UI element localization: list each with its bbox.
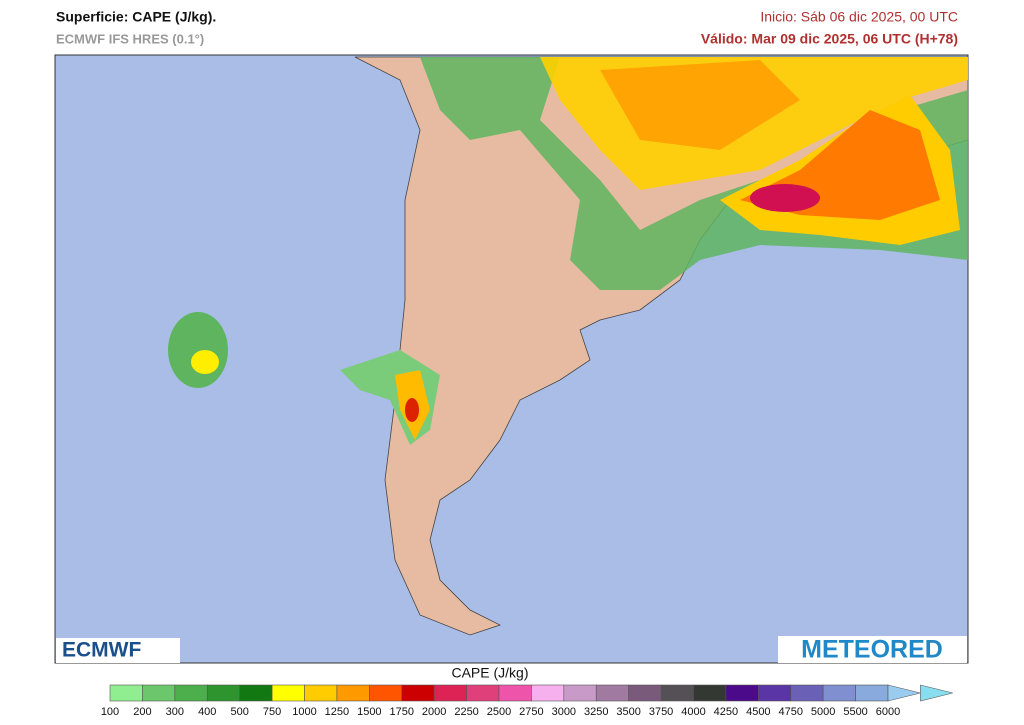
colorbar-label: 3750 (649, 706, 673, 718)
color-swatch (142, 684, 176, 702)
color-swatch (758, 684, 792, 702)
cape-area-orange (600, 60, 800, 150)
colorbar-label: 1250 (325, 706, 349, 718)
colorbar-label: 4250 (714, 706, 738, 718)
colorbar-label: 300 (166, 706, 184, 718)
cape-island-core (191, 350, 219, 374)
color-swatch (822, 684, 856, 702)
colorbar-label: 2000 (422, 706, 446, 718)
color-swatch (336, 684, 370, 702)
colorbar-label: 5500 (843, 706, 867, 718)
color-swatch (304, 684, 338, 702)
color-swatch (369, 684, 403, 702)
colorbar-label: 3500 (616, 706, 640, 718)
color-swatch (855, 684, 889, 702)
color-swatch (693, 684, 727, 702)
logo-ecmwf: ECMWF (62, 639, 141, 662)
colorbar-label: 1500 (357, 706, 381, 718)
color-swatch (790, 684, 824, 702)
color-swatch (563, 684, 597, 702)
colorbar-label: 1750 (390, 706, 414, 718)
map-title: Superficie: CAPE (J/kg). (56, 9, 216, 25)
cape-max (750, 184, 820, 212)
color-swatch (206, 684, 240, 702)
colorbar-label: 6000 (876, 706, 900, 718)
color-swatch (271, 684, 305, 702)
colorbar-label: 100 (101, 706, 119, 718)
color-swatch (109, 684, 143, 702)
ecmwf-logo: ECMWF (56, 638, 180, 663)
colorbar-label: 1000 (292, 706, 316, 718)
colorbar-label: 750 (263, 706, 281, 718)
color-arrow (887, 684, 921, 702)
colorbar-label: 4000 (681, 706, 705, 718)
color-arrow (920, 684, 953, 702)
colorbar-label: 200 (133, 706, 151, 718)
colorbar-label: 4750 (779, 706, 803, 718)
color-swatch (239, 684, 273, 702)
init-time: Inicio: Sáb 06 dic 2025, 00 UTC (760, 9, 958, 25)
valid-time: Válido: Mar 09 dic 2025, 06 UTC (H+78) (701, 31, 958, 47)
color-swatch (498, 684, 532, 702)
cape-island (168, 312, 228, 388)
colorbar-label: 2750 (519, 706, 543, 718)
logo-bg (56, 638, 180, 663)
logo-meteored: METEORED (801, 636, 943, 664)
color-swatch (401, 684, 435, 702)
colorbar-title: CAPE (J/kg) (451, 665, 528, 681)
colorbar: 100 200 300 400 500 750 1000 1250 1500 1750 2000 22… (101, 684, 953, 718)
colorbar-label: 3250 (584, 706, 608, 718)
color-swatch (174, 684, 208, 702)
colorbar-label: 2500 (487, 706, 511, 718)
map (54, 54, 969, 664)
logo-bg (778, 636, 967, 663)
colorbar-label: 4500 (746, 706, 770, 718)
cape-south-max (405, 398, 419, 422)
color-swatch (595, 684, 629, 702)
colorbar-label: 3000 (552, 706, 576, 718)
colorbar-label: 500 (230, 706, 248, 718)
model-name: ECMWF IFS HRES (0.1°) (56, 31, 204, 46)
meteored-logo: METEORED (778, 636, 967, 664)
color-swatch (531, 684, 565, 702)
colorbar-label: 400 (198, 706, 216, 718)
colorbar-label: 5000 (811, 706, 835, 718)
color-swatch (725, 684, 759, 702)
color-swatch (628, 684, 662, 702)
colorbar-label: 2250 (454, 706, 478, 718)
color-swatch (433, 684, 467, 702)
color-swatch (466, 684, 500, 702)
color-swatch (660, 684, 694, 702)
